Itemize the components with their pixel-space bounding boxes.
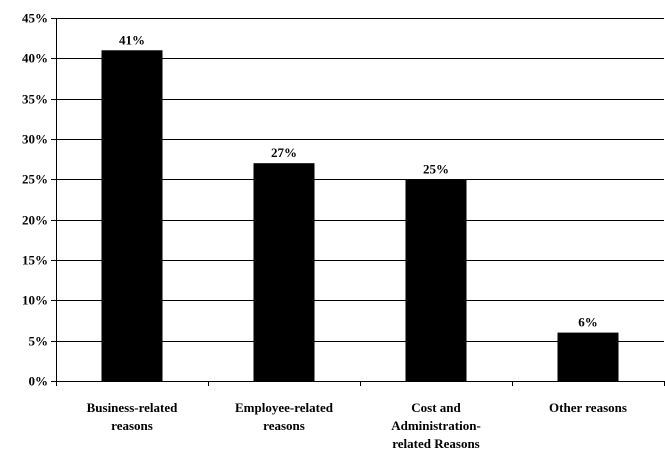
x-category-label: Business-related [87,400,179,415]
bar [405,179,467,381]
x-category-label: related Reasons [392,436,480,451]
y-tick-label: 10% [22,293,48,308]
x-category-label: Administration- [391,418,481,433]
y-tick-label: 0% [29,374,49,389]
data-label: 6% [578,315,598,330]
bars [101,50,619,382]
x-category-label: Cost and [411,400,461,415]
x-category-label: Other reasons [549,400,627,415]
data-label: 41% [119,32,145,47]
y-tick-label: 40% [22,51,48,66]
y-tick-label: 35% [22,92,48,107]
axes [51,18,665,386]
labels: 0% 5% 10% 15% 20% 25% 30% 35% 40% 45% 41% Business-… [22,11,627,452]
x-category-label: reasons [263,418,305,433]
bar [101,50,163,382]
data-label: 25% [423,161,449,176]
y-tick-label: 20% [22,213,48,228]
x-category-label: reasons [111,418,153,433]
data-label: 27% [271,145,297,160]
y-tick-label: 15% [22,253,48,268]
y-tick-label: 25% [22,172,48,187]
y-tick-label: 5% [29,334,49,349]
x-category-label: Employee-related [235,400,334,415]
bar [557,332,619,381]
y-tick-label: 30% [22,132,48,147]
bar [253,163,315,381]
y-tick-label: 45% [22,11,48,26]
